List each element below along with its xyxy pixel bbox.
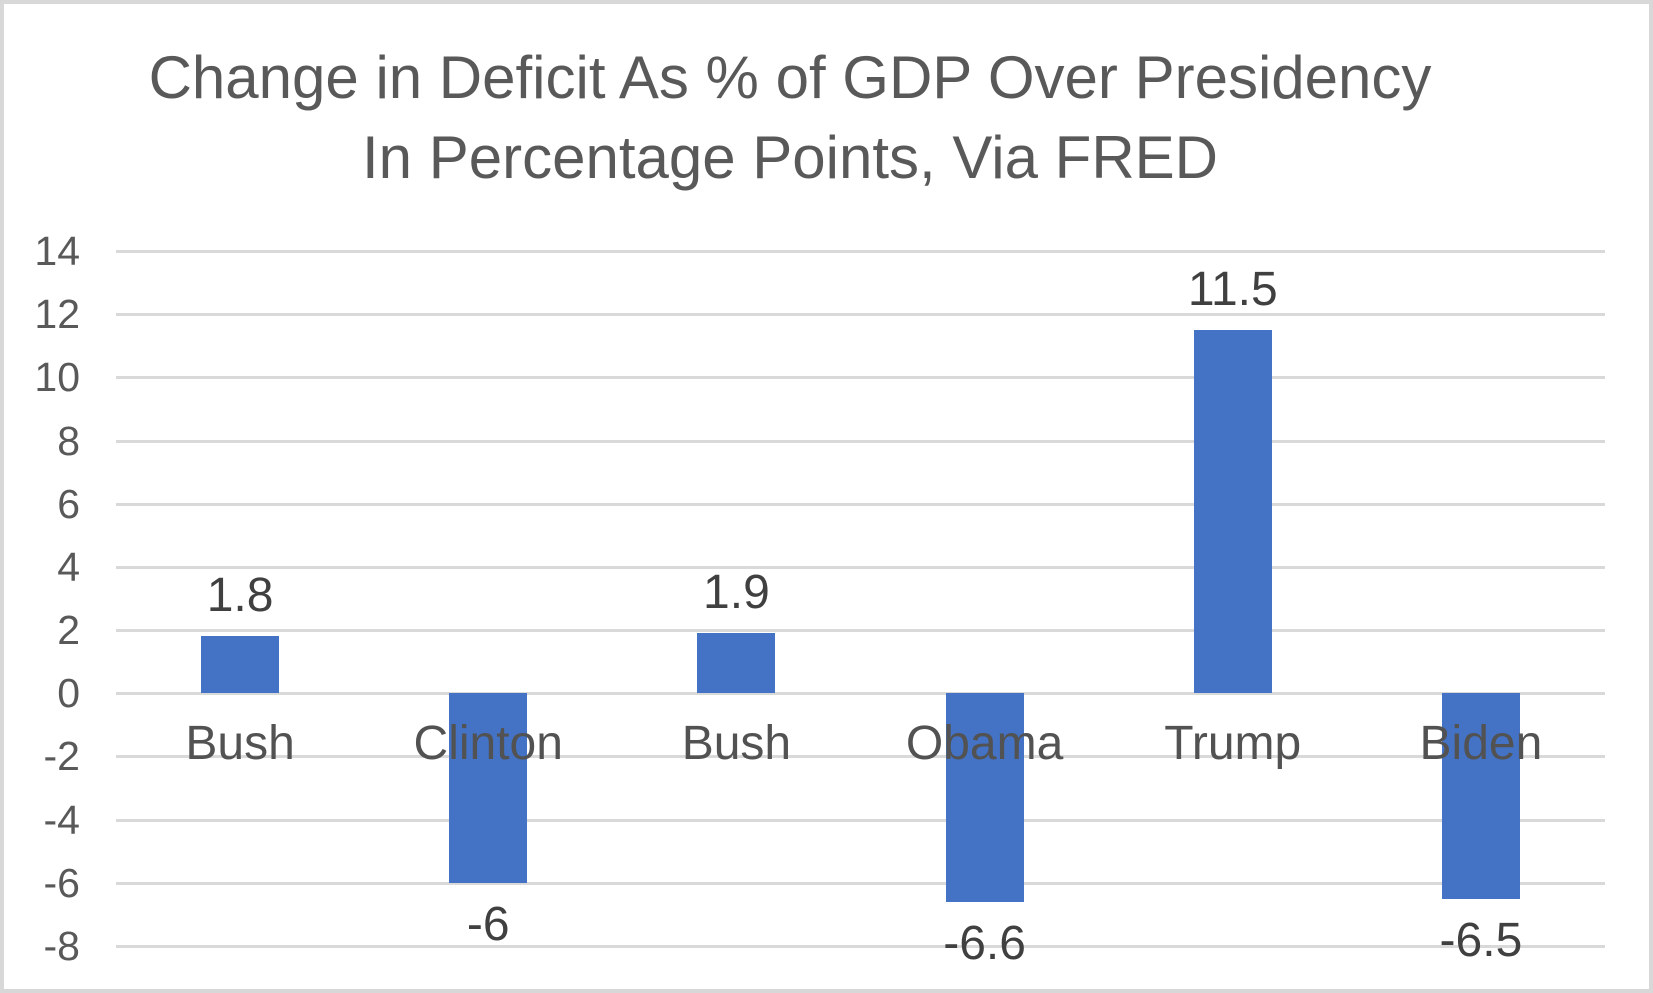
gridline [116, 502, 1605, 506]
category-label: Trump [1164, 717, 1302, 770]
gridline [116, 755, 1605, 759]
gridline [116, 881, 1605, 885]
bar [1193, 329, 1272, 694]
gridline [116, 313, 1605, 317]
y-axis-tick-label: 0 [57, 670, 80, 717]
gridline [116, 692, 1605, 696]
y-axis-tick-label: 6 [57, 480, 80, 527]
y-axis-tick-label: -6 [43, 859, 80, 906]
bar [1441, 693, 1520, 899]
category-label: Biden [1419, 717, 1543, 770]
gridline [116, 565, 1605, 569]
y-axis-tick-label: 12 [34, 291, 80, 338]
gridline [116, 629, 1605, 633]
gridline [116, 250, 1605, 253]
gridline [116, 376, 1605, 380]
y-axis-tick-label: -8 [43, 923, 80, 969]
bar-value-label: 1.9 [703, 566, 770, 620]
y-axis-tick-label: -4 [43, 796, 80, 843]
y-axis-tick-label: -2 [43, 733, 80, 780]
bar [697, 633, 776, 694]
bar-value-label: -6.5 [1439, 913, 1523, 967]
bar-value-label: -6.6 [943, 916, 1026, 970]
bar-value-label: 11.5 [1187, 262, 1278, 316]
category-label: Clinton [413, 717, 563, 770]
bar [201, 636, 280, 694]
chart-title-line-2: In Percentage Points, Via FRED [362, 124, 1218, 191]
y-axis-tick-label: 14 [34, 228, 80, 274]
category-label: Bush [185, 717, 295, 770]
chart-title: Change in Deficit As % of GDP Over Presi… [4, 38, 1576, 198]
bar [449, 693, 528, 883]
y-axis-tick-label: 4 [57, 543, 80, 590]
bar-value-label: -6 [466, 897, 510, 951]
category-label: Obama [905, 717, 1064, 770]
y-axis-tick-label: 2 [57, 607, 80, 654]
gridline [116, 439, 1605, 443]
gridline [116, 818, 1605, 822]
plot-area: 14 12 10 8 6 4 2 0 -2 -4 -6 -8 Bush Clinton Bush Obama T… [4, 4, 1649, 989]
category-label: Bush [681, 717, 792, 770]
y-axis-tick-label: 10 [34, 354, 80, 401]
gridline [116, 945, 1605, 948]
bar [945, 693, 1024, 902]
chart-title-line-1: Change in Deficit As % of GDP Over Presi… [148, 44, 1432, 111]
bar-value-label: 1.8 [206, 569, 274, 623]
y-axis-tick-label: 8 [57, 417, 80, 464]
